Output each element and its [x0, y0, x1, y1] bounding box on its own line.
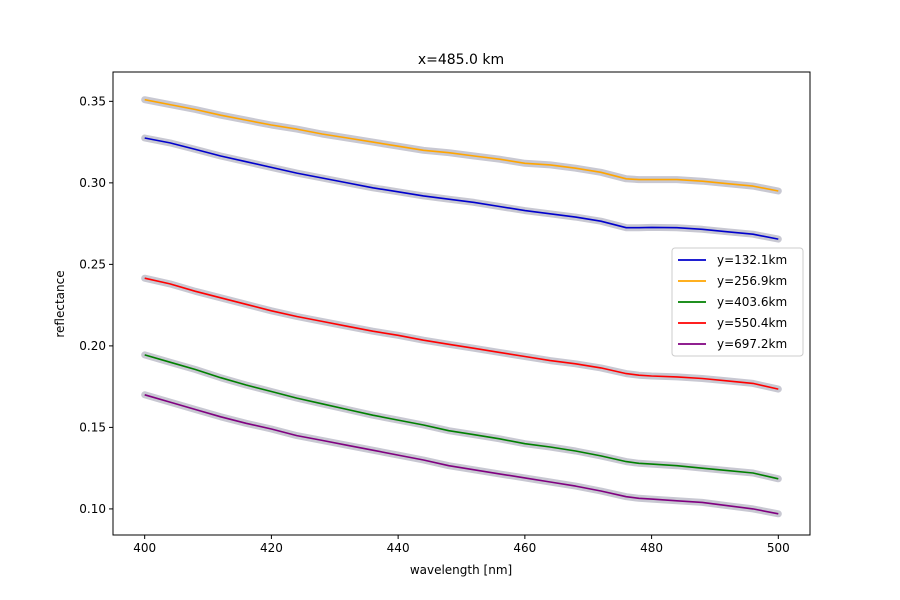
legend-box: [671, 247, 804, 357]
plot-frame: [112, 71, 811, 536]
y-tick-label: 0.30: [79, 176, 106, 190]
series-line-4: [144, 277, 779, 390]
x-tick-label: 480: [640, 541, 663, 555]
series-line-1: [144, 137, 779, 240]
x-axis-label: wavelength [nm]: [410, 563, 512, 577]
chart-title: x=485.0 km: [418, 52, 504, 68]
y-axis-ticks: 0.10 0.15 0.20 0.25 0.30 0.35: [79, 94, 113, 516]
y-tick-label: 0.35: [79, 94, 106, 108]
x-axis-ticks: 400 420 440 460 480 500: [133, 535, 790, 555]
series-line-5: [144, 394, 779, 515]
x-tick-label: 500: [767, 541, 790, 555]
y-tick-label: 0.15: [79, 420, 106, 434]
x-tick-label: 440: [387, 541, 410, 555]
y-tick-label: 0.20: [79, 339, 106, 353]
legend-label-1: y=132.1km: [717, 253, 787, 267]
legend-label-5: y=697.2km: [717, 337, 787, 351]
y-tick-label: 0.10: [79, 502, 106, 516]
legend-label-3: y=403.6km: [717, 295, 787, 309]
series-line-2: [144, 98, 779, 192]
y-tick-label: 0.25: [79, 257, 106, 271]
legend-label-4: y=550.4km: [717, 316, 787, 330]
series-lines: [144, 98, 779, 515]
y-axis-label: reflectance: [53, 270, 67, 337]
legend-label-2: y=256.9km: [717, 274, 787, 288]
x-tick-label: 400: [133, 541, 156, 555]
series-line-3: [144, 354, 779, 480]
x-tick-label: 460: [513, 541, 536, 555]
legend: y=132.1km y=256.9km y=403.6km y=550.4km y=69…: [671, 247, 804, 357]
x-tick-label: 420: [260, 541, 283, 555]
